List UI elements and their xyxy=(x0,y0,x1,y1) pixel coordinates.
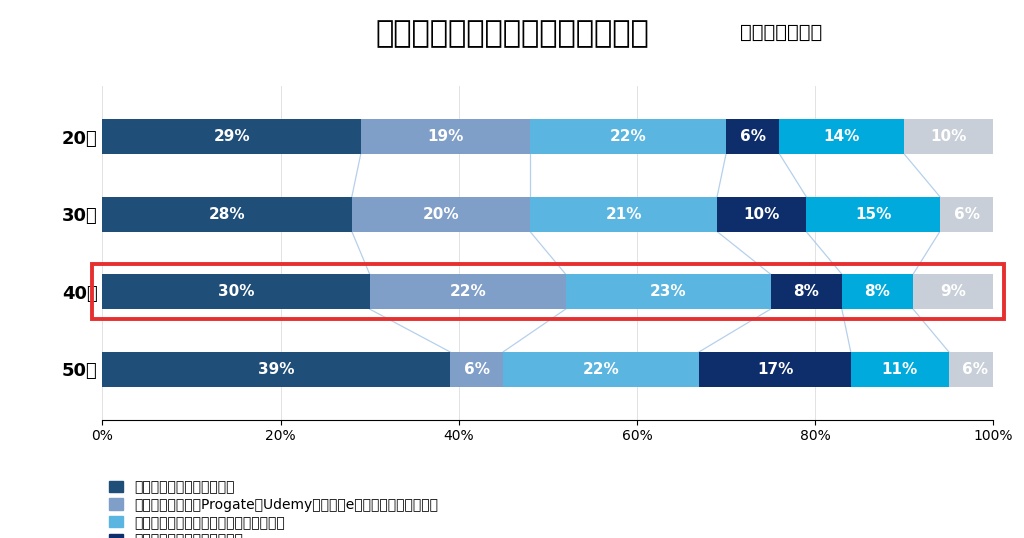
Text: 14%: 14% xyxy=(823,129,860,144)
Bar xyxy=(948,352,1002,387)
Legend: ビジネス書、専門書を読む, オンライン学習（Progate、Udemy、その他eラーニングサービス）, 資格の取得（取得のための学習を含む）, セミナーや交流会: ビジネス書、専門書を読む, オンライン学習（Progate、Udemy、その他e… xyxy=(110,480,438,538)
Bar xyxy=(503,352,699,387)
Bar xyxy=(806,196,940,231)
Text: 15%: 15% xyxy=(855,207,891,222)
Text: 28%: 28% xyxy=(209,207,246,222)
Bar xyxy=(779,119,904,154)
Text: 6%: 6% xyxy=(963,362,988,377)
Bar xyxy=(102,274,370,309)
Bar xyxy=(842,274,913,309)
Bar xyxy=(450,352,504,387)
Text: 22%: 22% xyxy=(583,362,620,377)
Text: 29%: 29% xyxy=(213,129,250,144)
Bar xyxy=(717,196,806,231)
Text: 17%: 17% xyxy=(757,362,794,377)
Text: 23%: 23% xyxy=(650,284,686,299)
Bar xyxy=(370,274,565,309)
Bar xyxy=(904,119,993,154)
Text: 6%: 6% xyxy=(953,207,980,222)
Bar xyxy=(726,119,779,154)
Text: 6%: 6% xyxy=(739,129,766,144)
Text: 9%: 9% xyxy=(940,284,966,299)
Text: 年代別に見た自己研鑽の学習方法: 年代別に見た自己研鑽の学習方法 xyxy=(375,19,649,48)
Bar xyxy=(699,352,851,387)
Text: 8%: 8% xyxy=(864,284,891,299)
Bar xyxy=(530,196,717,231)
Text: 20%: 20% xyxy=(423,207,459,222)
Bar xyxy=(913,274,993,309)
Text: 19%: 19% xyxy=(427,129,464,144)
Bar xyxy=(102,196,352,231)
Bar xyxy=(102,352,450,387)
Bar xyxy=(565,274,770,309)
Text: 10%: 10% xyxy=(931,129,967,144)
Bar xyxy=(851,352,948,387)
Bar xyxy=(102,119,360,154)
Text: （複数回答可）: （複数回答可） xyxy=(740,23,822,41)
Text: 22%: 22% xyxy=(450,284,486,299)
Bar xyxy=(530,119,726,154)
Text: 21%: 21% xyxy=(605,207,642,222)
Text: 39%: 39% xyxy=(258,362,294,377)
Text: 8%: 8% xyxy=(794,284,819,299)
Text: 6%: 6% xyxy=(464,362,489,377)
Bar xyxy=(770,274,842,309)
Bar xyxy=(360,119,530,154)
Text: 11%: 11% xyxy=(882,362,918,377)
Text: 30%: 30% xyxy=(218,284,254,299)
Bar xyxy=(940,196,993,231)
Text: 10%: 10% xyxy=(743,207,780,222)
Bar xyxy=(352,196,530,231)
Text: 22%: 22% xyxy=(609,129,646,144)
